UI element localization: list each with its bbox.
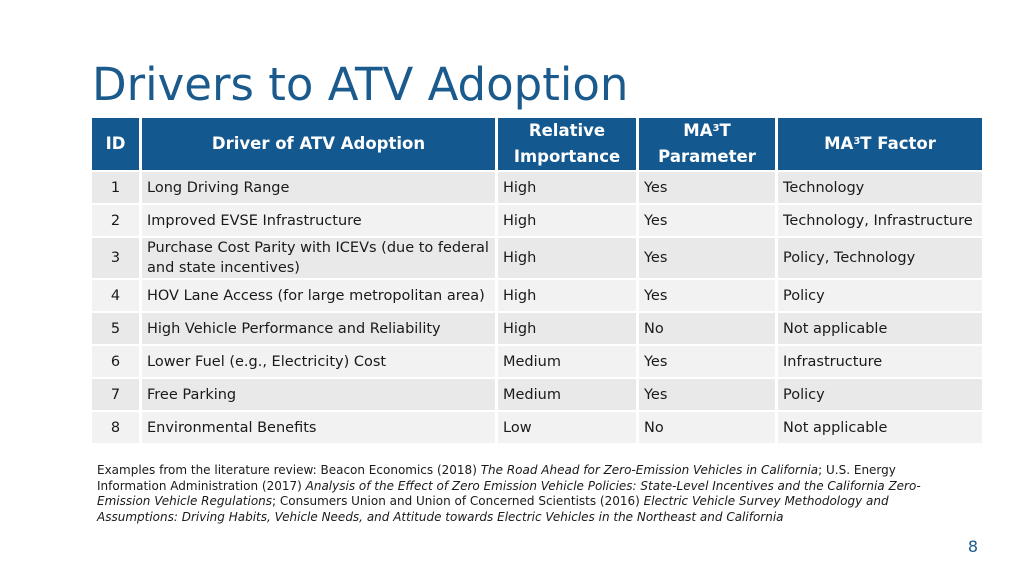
parameter-header-prefix: MA xyxy=(683,121,713,140)
cell-parameter: Yes xyxy=(639,346,775,377)
cell-importance: High xyxy=(498,205,636,236)
importance-header-line2: Importance xyxy=(513,147,621,166)
table-header-row: ID Driver of ATV Adoption Relative Impor… xyxy=(92,118,982,170)
importance-header-line1: Relative xyxy=(528,121,606,140)
footnote-text: ; Consumers Union and Union of Concerned… xyxy=(272,494,644,508)
cell-id: 8 xyxy=(92,412,139,443)
column-header-id: ID xyxy=(92,118,139,170)
table-row: 7 Free Parking Medium Yes Policy xyxy=(92,379,982,410)
table-row: 2 Improved EVSE Infrastructure High Yes … xyxy=(92,205,982,236)
cell-parameter: Yes xyxy=(639,379,775,410)
cell-importance: Medium xyxy=(498,379,636,410)
table-row: 1 Long Driving Range High Yes Technology xyxy=(92,172,982,203)
cell-importance: Low xyxy=(498,412,636,443)
parameter-header-suffix: T xyxy=(719,121,731,140)
cell-factor: Policy, Technology xyxy=(778,238,982,278)
cell-importance: High xyxy=(498,313,636,344)
slide-title: Drivers to ATV Adoption xyxy=(92,58,629,111)
column-header-driver: Driver of ATV Adoption xyxy=(142,118,495,170)
cell-id: 6 xyxy=(92,346,139,377)
cell-factor: Infrastructure xyxy=(778,346,982,377)
parameter-header-sup: 3 xyxy=(712,123,720,134)
table-row: 4 HOV Lane Access (for large metropolita… xyxy=(92,280,982,311)
cell-id: 2 xyxy=(92,205,139,236)
cell-driver: Long Driving Range xyxy=(142,172,495,203)
cell-parameter: Yes xyxy=(639,172,775,203)
cell-factor: Policy xyxy=(778,280,982,311)
column-header-importance: Relative Importance xyxy=(498,118,636,170)
cell-factor: Not applicable xyxy=(778,412,982,443)
cell-importance: High xyxy=(498,172,636,203)
cell-factor: Policy xyxy=(778,379,982,410)
cell-id: 3 xyxy=(92,238,139,278)
cell-parameter: Yes xyxy=(639,205,775,236)
cell-importance: Medium xyxy=(498,346,636,377)
cell-factor: Technology xyxy=(778,172,982,203)
cell-parameter: Yes xyxy=(639,238,775,278)
cell-driver: Free Parking xyxy=(142,379,495,410)
cell-id: 1 xyxy=(92,172,139,203)
table-row: 8 Environmental Benefits Low No Not appl… xyxy=(92,412,982,443)
cell-driver: Purchase Cost Parity with ICEVs (due to … xyxy=(142,238,495,278)
footnote-sources: Examples from the literature review: Bea… xyxy=(97,463,957,525)
cell-id: 7 xyxy=(92,379,139,410)
cell-driver: Lower Fuel (e.g., Electricity) Cost xyxy=(142,346,495,377)
table-row: 3 Purchase Cost Parity with ICEVs (due t… xyxy=(92,238,982,278)
cell-driver: Environmental Benefits xyxy=(142,412,495,443)
factor-header-sup: 3 xyxy=(853,136,861,147)
cell-parameter: No xyxy=(639,412,775,443)
factor-header-suffix: T Factor xyxy=(860,134,936,153)
cell-factor: Technology, Infrastructure xyxy=(778,205,982,236)
page-number: 8 xyxy=(967,537,978,556)
cell-importance: High xyxy=(498,238,636,278)
footnote-citation-title: Analysis of the Effect of Zero Emission … xyxy=(97,478,921,509)
factor-header-prefix: MA xyxy=(824,134,854,153)
cell-id: 4 xyxy=(92,280,139,311)
column-header-factor: MA3T Factor xyxy=(778,118,982,170)
cell-importance: High xyxy=(498,280,636,311)
cell-parameter: No xyxy=(639,313,775,344)
cell-driver: HOV Lane Access (for large metropolitan … xyxy=(142,280,495,311)
drivers-table: ID Driver of ATV Adoption Relative Impor… xyxy=(89,116,985,445)
footnote-text: ; U.S. Energy Information Administration… xyxy=(97,463,896,493)
cell-id: 5 xyxy=(92,313,139,344)
footnote-citation-title: The Road Ahead for Zero-Emission Vehicle… xyxy=(480,463,819,477)
footnote-citation-title: Electric Vehicle Survey Methodology and … xyxy=(97,494,889,524)
cell-driver: Improved EVSE Infrastructure xyxy=(142,205,495,236)
column-header-parameter: MA3T Parameter xyxy=(639,118,775,170)
cell-parameter: Yes xyxy=(639,280,775,311)
cell-driver: High Vehicle Performance and Reliability xyxy=(142,313,495,344)
footnote-text: Examples from the literature review: Bea… xyxy=(97,463,481,477)
cell-factor: Not applicable xyxy=(778,313,982,344)
table-row: 6 Lower Fuel (e.g., Electricity) Cost Me… xyxy=(92,346,982,377)
parameter-header-line2: Parameter xyxy=(658,147,756,166)
table-row: 5 High Vehicle Performance and Reliabili… xyxy=(92,313,982,344)
